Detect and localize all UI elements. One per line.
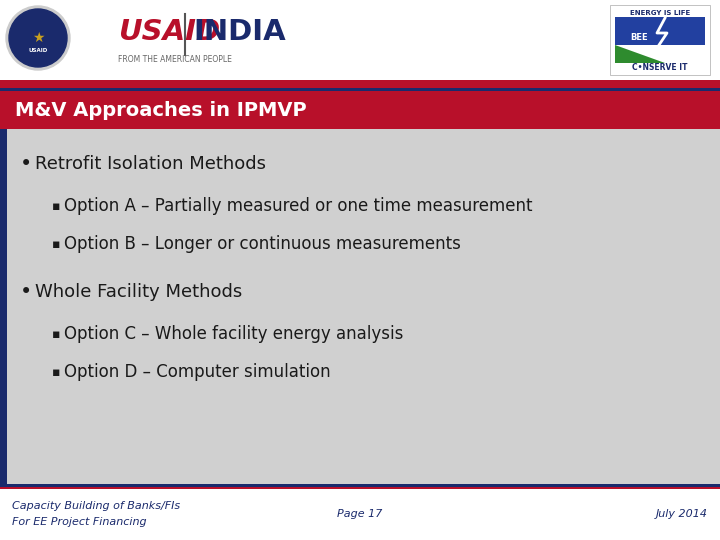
Text: Option C – Whole facility energy analysis: Option C – Whole facility energy analysi…	[64, 325, 403, 343]
Bar	[0, 484, 720, 487]
Bar	[610, 5, 710, 75]
Text: •: •	[20, 282, 32, 302]
Text: Option B – Longer or continuous measurements: Option B – Longer or continuous measurem…	[64, 235, 461, 253]
Text: ▪: ▪	[52, 366, 60, 379]
Bar	[615, 17, 705, 45]
Text: BEE: BEE	[630, 32, 647, 42]
Text: USAID: USAID	[28, 48, 48, 52]
Polygon shape	[615, 45, 665, 63]
Bar	[0, 129, 720, 484]
Bar	[0, 80, 720, 88]
Text: ★: ★	[32, 31, 44, 45]
Text: Page 17: Page 17	[337, 509, 383, 519]
Text: ▪: ▪	[52, 199, 60, 213]
Text: Whole Facility Methods: Whole Facility Methods	[35, 283, 242, 301]
Bar	[0, 0, 720, 85]
Bar	[0, 129, 7, 484]
Text: •: •	[20, 154, 32, 174]
Circle shape	[9, 9, 67, 67]
Text: For EE Project Financing: For EE Project Financing	[12, 517, 147, 527]
Text: ENERGY IS LIFE: ENERGY IS LIFE	[630, 10, 690, 16]
Text: ▪: ▪	[52, 238, 60, 251]
Bar	[0, 88, 720, 91]
Bar	[0, 91, 720, 129]
Circle shape	[6, 6, 70, 70]
Text: INDIA: INDIA	[193, 18, 286, 46]
Text: ▪: ▪	[52, 327, 60, 341]
Text: M&V Approaches in IPMVP: M&V Approaches in IPMVP	[15, 100, 307, 119]
Text: Option D – Computer simulation: Option D – Computer simulation	[64, 363, 330, 381]
Text: Retrofit Isolation Methods: Retrofit Isolation Methods	[35, 155, 266, 173]
Bar	[0, 487, 720, 489]
Text: FROM THE AMERICAN PEOPLE: FROM THE AMERICAN PEOPLE	[118, 55, 232, 64]
Text: USAID: USAID	[118, 18, 220, 46]
Text: July 2014: July 2014	[656, 509, 708, 519]
Text: C•NSERVE IT: C•NSERVE IT	[632, 63, 688, 71]
Text: Option A – Partially measured or one time measurement: Option A – Partially measured or one tim…	[64, 197, 533, 215]
Bar	[0, 489, 720, 540]
Text: Capacity Building of Banks/FIs: Capacity Building of Banks/FIs	[12, 501, 180, 511]
